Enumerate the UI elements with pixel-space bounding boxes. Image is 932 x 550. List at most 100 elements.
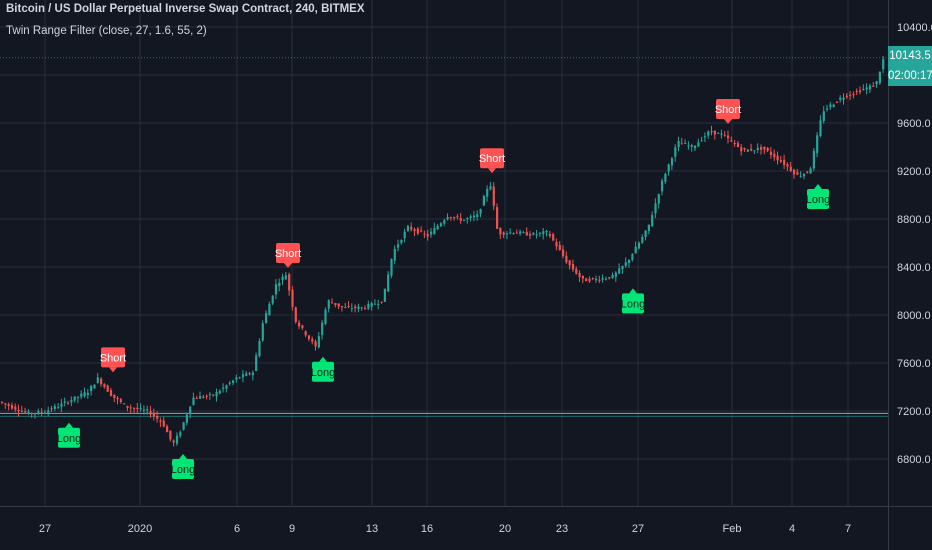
- candle-down: [760, 144, 763, 155]
- candle-body: [826, 108, 829, 110]
- candle-body: [859, 90, 862, 93]
- candle-body: [819, 120, 822, 137]
- label-pointer: [319, 356, 327, 362]
- candle-body: [377, 303, 380, 305]
- x-tick-label: Feb: [723, 523, 742, 535]
- candle-body: [172, 440, 175, 443]
- candle-up: [373, 299, 377, 305]
- candle-body: [182, 422, 185, 430]
- signal-text: Long: [621, 298, 645, 310]
- candle-down: [334, 303, 337, 308]
- candle-up: [70, 396, 73, 407]
- candle-up: [53, 403, 56, 412]
- candle-up: [614, 271, 617, 283]
- candle-down: [162, 416, 165, 428]
- candle-down: [169, 430, 172, 442]
- candle-up: [674, 144, 677, 162]
- candle-up: [654, 198, 657, 219]
- candle-body: [793, 169, 796, 175]
- candle-body: [436, 225, 439, 230]
- candle-body: [192, 397, 195, 405]
- label-pointer: [109, 367, 117, 373]
- candle-up: [482, 194, 485, 206]
- signal-text: Short: [715, 104, 741, 116]
- candle-body: [50, 408, 53, 410]
- candle-up: [542, 227, 545, 240]
- candle-down: [248, 371, 251, 376]
- candle-body: [103, 384, 106, 388]
- candle-body: [43, 412, 47, 414]
- candle-body: [439, 223, 443, 227]
- candle-body: [449, 217, 452, 219]
- candle-body: [555, 241, 558, 247]
- candle-up: [532, 232, 535, 236]
- candle-body: [529, 234, 532, 236]
- candle-body: [212, 394, 215, 396]
- candle-up: [868, 83, 872, 93]
- indicator-label[interactable]: Twin Range Filter (close, 27, 1.6, 55, 2…: [6, 25, 207, 37]
- candle-body: [608, 277, 611, 279]
- candle-body: [568, 260, 571, 266]
- candle-body: [740, 147, 743, 152]
- candle-down: [129, 404, 132, 414]
- candle-up: [265, 310, 268, 324]
- candle-down: [740, 144, 743, 156]
- candle-body: [430, 231, 433, 235]
- candle-up: [697, 138, 700, 147]
- candle-up: [628, 259, 631, 268]
- candle-down: [291, 286, 294, 311]
- candle-body: [710, 131, 713, 133]
- label-pointer: [284, 263, 292, 268]
- candle-down: [205, 394, 208, 400]
- candle-body: [251, 372, 254, 376]
- candle-up: [387, 271, 390, 293]
- label-box: [807, 189, 829, 209]
- candle-body: [512, 233, 515, 235]
- candle-down: [109, 387, 113, 397]
- candle-up: [238, 376, 241, 379]
- candle-down: [413, 227, 416, 237]
- candle-body: [535, 234, 538, 236]
- candle-body: [364, 308, 367, 310]
- candle-up: [261, 320, 264, 342]
- candle-body: [489, 186, 492, 190]
- candle-up: [631, 253, 634, 262]
- candle-up: [93, 384, 96, 389]
- candle-up: [367, 300, 370, 311]
- candle-body: [878, 71, 881, 84]
- label-box: [101, 347, 125, 368]
- candle-up: [383, 288, 386, 302]
- candle-body: [486, 188, 489, 197]
- candle-up: [707, 130, 710, 139]
- candle-body: [80, 393, 83, 397]
- candle-body: [261, 323, 264, 341]
- candle-up: [146, 405, 149, 415]
- candle-body: [387, 274, 390, 292]
- candle-body: [832, 104, 835, 108]
- candle-body: [304, 331, 307, 336]
- candle-body: [268, 303, 271, 316]
- candle-body: [265, 313, 268, 324]
- candle-body: [505, 233, 509, 235]
- candle-body: [195, 398, 198, 400]
- candle-body: [703, 136, 707, 138]
- candle-body: [314, 341, 317, 347]
- candle-body: [235, 377, 238, 380]
- label-box: [716, 99, 740, 119]
- candle-body: [519, 231, 522, 234]
- candle-body: [1, 401, 4, 403]
- candle-up: [819, 115, 822, 138]
- candle-body: [542, 231, 545, 235]
- candle-body: [499, 227, 502, 235]
- candle-body: [545, 230, 548, 233]
- candle-up: [677, 136, 680, 152]
- candle-up: [690, 143, 693, 152]
- candle-body: [423, 233, 426, 235]
- candle-down: [294, 306, 297, 324]
- candle-body: [350, 308, 353, 310]
- candle-down: [565, 251, 568, 264]
- candle-body: [373, 303, 377, 305]
- candle-down: [426, 229, 429, 241]
- candle-up: [360, 306, 363, 311]
